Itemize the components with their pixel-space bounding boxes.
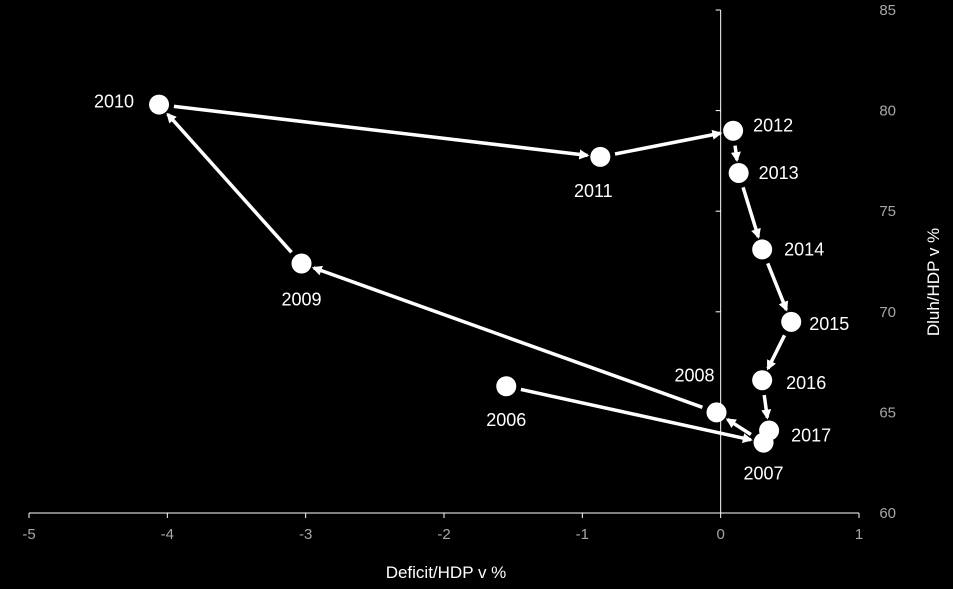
point-2015 <box>781 311 802 332</box>
arrow-2016-2017 <box>761 394 772 420</box>
x-tick-label: -1 <box>576 526 589 543</box>
labels: 2006 2007 2008 2009 2010 2011 2012 2013 2014 2015… <box>94 92 849 484</box>
x-tick-label: -2 <box>437 526 450 543</box>
x-axis-title: Deficit/HDP v % <box>386 563 507 582</box>
y-tick-label: 70 <box>879 304 896 321</box>
year-label-2011: 2011 <box>574 181 613 201</box>
y-axis-title: Dluh/HDP v % <box>924 228 943 336</box>
y-tick-label: 65 <box>879 404 896 421</box>
year-label-2015: 2015 <box>809 314 849 334</box>
arrow-2010-2011 <box>173 104 590 160</box>
point-2017 <box>759 420 780 441</box>
year-label-2007: 2007 <box>744 464 784 484</box>
arrow-2012-2013 <box>730 145 741 163</box>
arrow-2006-2007 <box>520 387 753 443</box>
axes: -5 -4 -3 -2 -1 0 1 60 65 70 75 80 85 <box>22 2 896 543</box>
point-2013 <box>728 162 749 183</box>
arrow-2013-2014 <box>741 186 761 239</box>
points <box>149 94 802 453</box>
point-2014 <box>752 239 773 260</box>
point-2010 <box>149 94 170 115</box>
x-tick-label: 1 <box>855 526 863 543</box>
year-label-2009: 2009 <box>281 290 321 310</box>
year-label-2013: 2013 <box>759 163 799 183</box>
arrow-2011-2012 <box>614 129 723 156</box>
x-tick-label: -3 <box>299 526 312 543</box>
year-label-2016: 2016 <box>786 373 826 393</box>
point-2006 <box>496 376 517 397</box>
y-tick-label: 80 <box>879 103 896 120</box>
year-label-2014: 2014 <box>784 239 824 259</box>
year-label-2010: 2010 <box>94 92 134 112</box>
arrow-2015-2016 <box>766 334 787 371</box>
y-tick-label: 85 <box>879 2 896 19</box>
y-tick-label: 75 <box>879 203 896 220</box>
arrow-2008-2009 <box>311 265 703 409</box>
arrow-2007-2008 <box>725 417 752 436</box>
point-2008 <box>706 402 727 423</box>
point-2012 <box>723 120 744 141</box>
x-tick-label: -4 <box>161 526 174 543</box>
x-tick-label: 0 <box>716 526 724 543</box>
x-tick-label: -5 <box>22 526 35 543</box>
year-label-2012: 2012 <box>753 116 793 136</box>
arrow-2009-2010 <box>166 112 293 254</box>
arrow-2014-2015 <box>766 262 789 312</box>
year-label-2017: 2017 <box>791 426 831 446</box>
year-label-2008: 2008 <box>674 365 714 385</box>
y-tick-label: 60 <box>879 505 896 522</box>
point-2011 <box>590 146 611 167</box>
point-2009 <box>291 253 312 274</box>
point-2016 <box>752 370 773 391</box>
arrows <box>166 104 789 443</box>
year-label-2006: 2006 <box>486 410 526 430</box>
